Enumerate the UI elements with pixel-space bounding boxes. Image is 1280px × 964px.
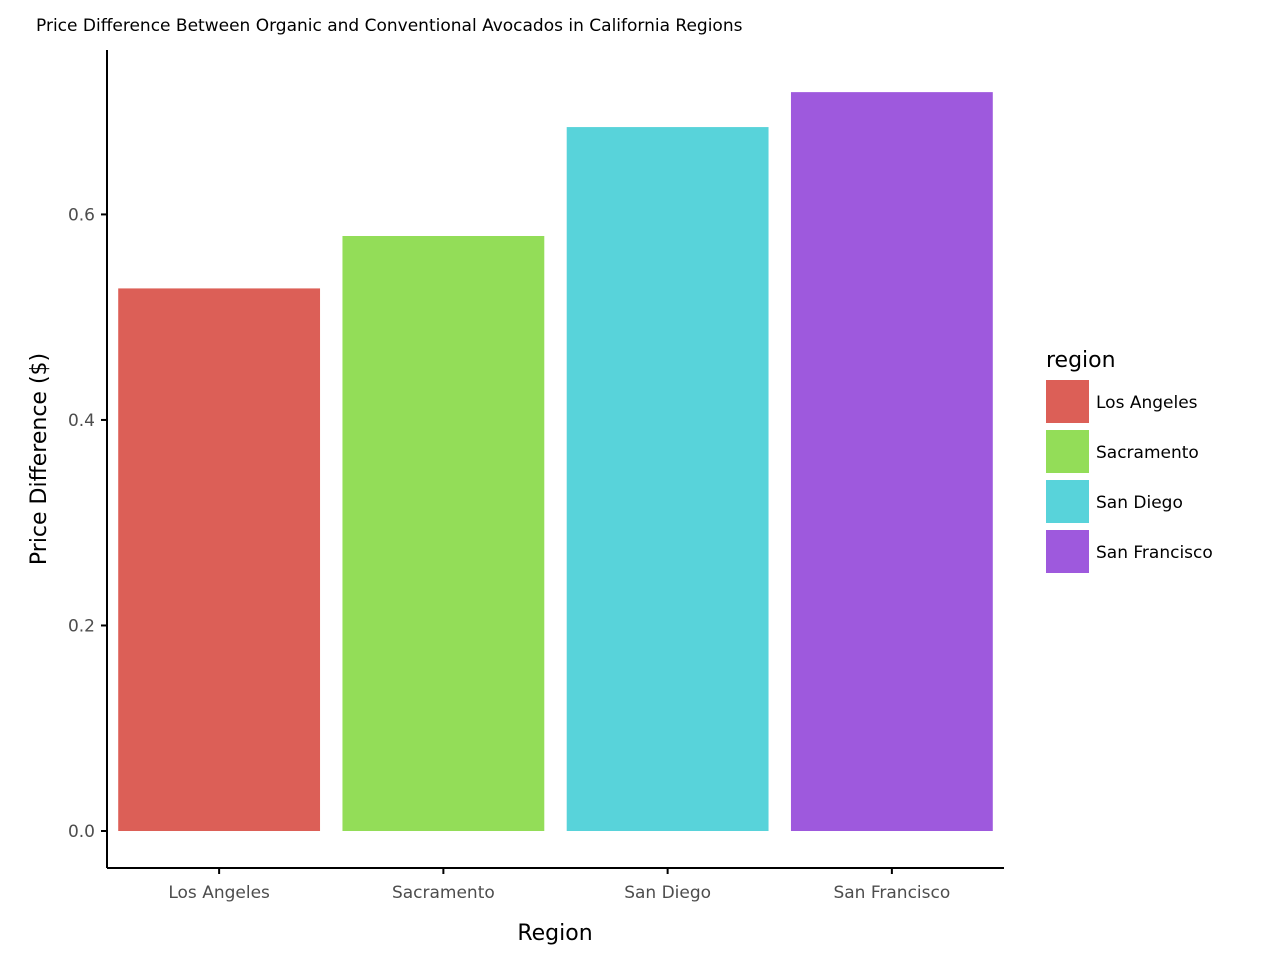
y-tick-label: 0.2 [68, 616, 95, 636]
x-tick-label: San Diego [624, 883, 711, 903]
legend-label-san-francisco: San Francisco [1096, 543, 1213, 563]
bar-los-angeles [118, 288, 321, 832]
x-tick-label: Los Angeles [168, 883, 270, 903]
y-tick-label: 0.0 [68, 822, 95, 842]
bar-san-diego [566, 127, 769, 832]
legend-swatch-san-francisco [1046, 530, 1089, 573]
x-ticks-group: Los Angeles Sacramento San Diego San Franci… [168, 868, 950, 903]
x-axis-title: Region [517, 921, 592, 946]
bar-sacramento [342, 236, 545, 832]
x-tick-label: Sacramento [392, 883, 495, 903]
legend-label-los-angeles: Los Angeles [1096, 393, 1198, 413]
chart-title: Price Difference Between Organic and Con… [36, 16, 743, 36]
y-ticks-group: 0.0 0.2 0.4 0.6 [68, 205, 107, 842]
y-tick-label: 0.6 [68, 205, 95, 225]
legend-label-sacramento: Sacramento [1096, 443, 1199, 463]
y-axis-title: Price Difference ($) [27, 353, 52, 565]
x-tick-label: San Francisco [833, 883, 950, 903]
y-tick-label: 0.4 [68, 411, 95, 431]
legend: region Los Angeles Sacramento San Diego San… [1046, 348, 1213, 573]
bar-san-francisco [790, 92, 993, 832]
legend-swatch-san-diego [1046, 480, 1089, 523]
legend-swatch-los-angeles [1046, 380, 1089, 423]
bars-group [118, 92, 993, 832]
legend-title: region [1046, 348, 1116, 373]
legend-items: Los Angeles Sacramento San Diego San Franci… [1046, 380, 1213, 573]
axes-group [106, 50, 1004, 869]
legend-label-san-diego: San Diego [1096, 493, 1183, 513]
legend-swatch-sacramento [1046, 430, 1089, 473]
